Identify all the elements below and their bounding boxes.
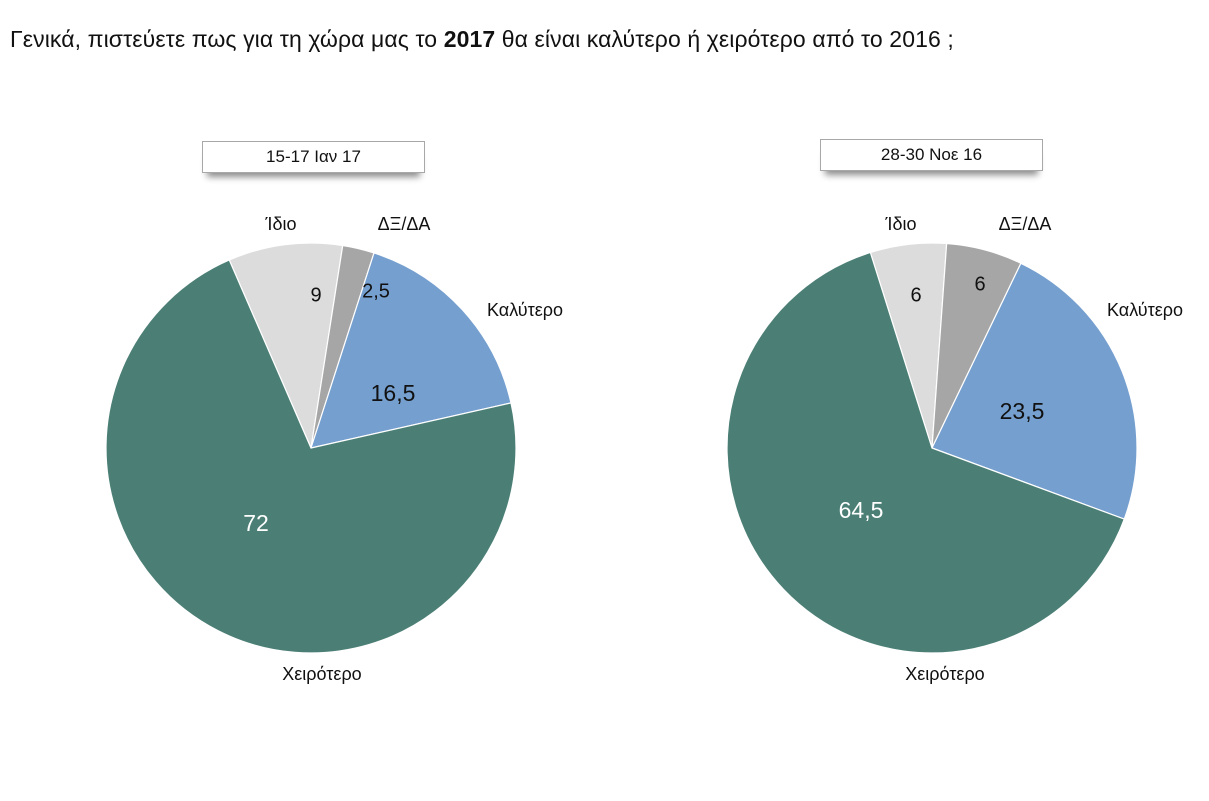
slice-value-label: 2,5 <box>362 280 390 302</box>
pie-chart-left: 9 Ίδιο 2,5 ΔΞ/ΔΑ 16,5 Καλύτερο 72 Χειρότερο <box>105 214 563 684</box>
slice-category-label: Καλύτερο <box>1107 300 1183 320</box>
pie-slice <box>310 252 512 449</box>
pie-slice <box>931 262 1138 520</box>
title-year: 2017 <box>443 26 496 52</box>
slice-category-label: ΔΞ/ΔΑ <box>999 214 1052 234</box>
pie-chart-right: 6 Ίδιο 6 ΔΞ/ΔΑ 23,5 Καλύτερο 64,5 Χειρότερο <box>726 214 1183 684</box>
slice-value-label: 23,5 <box>1000 398 1045 424</box>
slice-value-label: 6 <box>974 273 985 295</box>
slice-value-label: 16,5 <box>371 380 416 406</box>
pie-slice <box>726 251 1126 654</box>
page-title: Γενικά, πιστεύετε πως για τη χώρα μας το… <box>10 26 954 53</box>
slice-value-label: 6 <box>910 284 921 306</box>
slice-value-label: 64,5 <box>839 497 884 523</box>
pie-slice <box>105 259 517 654</box>
slice-category-label: ΔΞ/ΔΑ <box>378 214 431 234</box>
period-label-right: 28-30 Νοε 16 <box>820 139 1043 171</box>
slice-category-label: Καλύτερο <box>487 300 563 320</box>
slice-value-label: 9 <box>310 284 321 306</box>
title-text-start: Γενικά, πιστεύετε πως για τη χώρα μας το <box>10 26 444 52</box>
title-text-end: θα είναι καλύτερο ή χειρότερο από το 201… <box>495 26 954 52</box>
pie-slice <box>228 242 344 451</box>
slice-category-label: Ίδιο <box>265 214 297 234</box>
slice-value-label: 72 <box>243 510 269 536</box>
slice-category-label: Χειρότερο <box>905 664 984 684</box>
slice-category-label: Ίδιο <box>885 214 917 234</box>
slice-category-label: Χειρότερο <box>282 664 361 684</box>
period-label-left: 15-17 Ιαν 17 <box>202 141 425 173</box>
